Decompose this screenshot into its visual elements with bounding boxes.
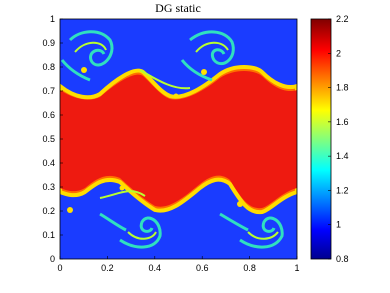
x-tick-label: 0.4 [149, 263, 162, 273]
colorbar-tick-label: 1.6 [336, 117, 349, 127]
y-tick-label: 0.6 [42, 110, 55, 120]
colorbar-tick-label: 1.2 [336, 185, 349, 195]
y-tick-label: 1 [50, 14, 55, 24]
y-tick-label: 0 [50, 254, 55, 264]
x-tick-label: 1 [294, 263, 299, 273]
x-tick-label: 0 [57, 263, 62, 273]
y-tick-label: 0.9 [42, 38, 55, 48]
colorbar-tick-label: 1 [336, 220, 341, 230]
colorbar-tick-label: 1.8 [336, 83, 349, 93]
colorbar-tick-label: 0.8 [336, 254, 349, 264]
colorbar-tick-label: 2.2 [336, 14, 349, 24]
colorbar-tick-label: 2 [336, 48, 341, 58]
colorbar [310, 18, 332, 260]
x-tick-label: 0.2 [101, 263, 114, 273]
y-tick-label: 0.3 [42, 182, 55, 192]
y-tick-label: 0.1 [42, 230, 55, 240]
y-tick-label: 0.8 [42, 62, 55, 72]
x-tick-label: 0.6 [196, 263, 209, 273]
field-image [60, 19, 297, 259]
chart-title: DG static [155, 1, 201, 15]
x-tick-label: 0.8 [243, 263, 256, 273]
y-tick-label: 0.7 [42, 86, 55, 96]
y-tick-label: 0.4 [42, 158, 55, 168]
y-tick-label: 0.2 [42, 206, 55, 216]
y-tick-label: 0.5 [42, 134, 55, 144]
colorbar-tick-label: 1.4 [336, 151, 349, 161]
